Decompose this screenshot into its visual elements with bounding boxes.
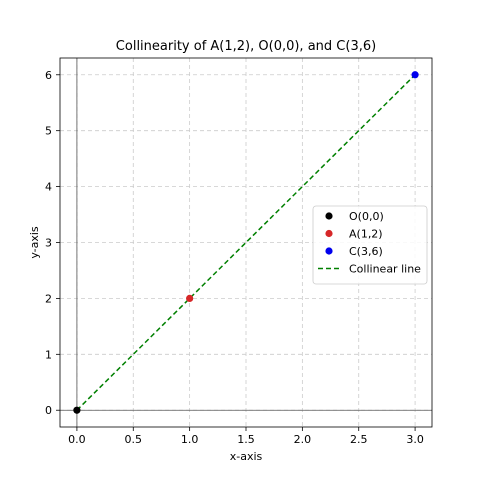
x-tick-label: 0.5 <box>125 433 143 446</box>
chart-title: Collinearity of A(1,2), O(0,0), and C(3,… <box>116 39 376 54</box>
x-axis-label: x-axis <box>230 450 263 463</box>
x-tick-label: 2.5 <box>350 433 368 446</box>
legend-marker <box>325 229 333 238</box>
data-point <box>411 71 419 79</box>
legend-label: C(3,6) <box>349 245 383 258</box>
y-tick-label: 3 <box>45 237 52 250</box>
y-tick-label: 5 <box>45 125 52 138</box>
y-tick-label: 0 <box>45 404 52 417</box>
legend-box <box>312 205 428 285</box>
data-point <box>186 294 194 303</box>
y-tick-label: 2 <box>45 292 52 305</box>
legend-marker <box>325 247 333 255</box>
collinear-line <box>76 74 416 411</box>
y-tick-label: 4 <box>45 181 52 194</box>
legend: O(0,0) A(1,2) C(3,6) Collinear line <box>312 205 428 285</box>
series-layer <box>73 71 419 414</box>
legend-label: O(0,0) <box>349 210 384 223</box>
data-point <box>73 406 81 414</box>
y-tick-label: 1 <box>45 348 52 361</box>
x-tick-label: 3.0 <box>406 433 424 446</box>
zero-lines <box>60 58 432 427</box>
y-axis-label: y-axis <box>28 226 41 259</box>
x-tick-label: 1.5 <box>237 433 255 446</box>
legend-label: Collinear line <box>349 263 421 276</box>
x-tick-label: 0.0 <box>68 433 86 446</box>
legend-marker <box>325 212 333 220</box>
ticks: 0.0 0.5 1.0 1.5 2.0 2.5 3.0 0 1 2 3 4 5 6 <box>45 69 424 446</box>
x-tick-label: 1.0 <box>181 433 199 446</box>
x-tick-label: 2.0 <box>294 433 312 446</box>
y-tick-label: 6 <box>45 69 52 82</box>
legend-label: A(1,2) <box>349 228 383 241</box>
